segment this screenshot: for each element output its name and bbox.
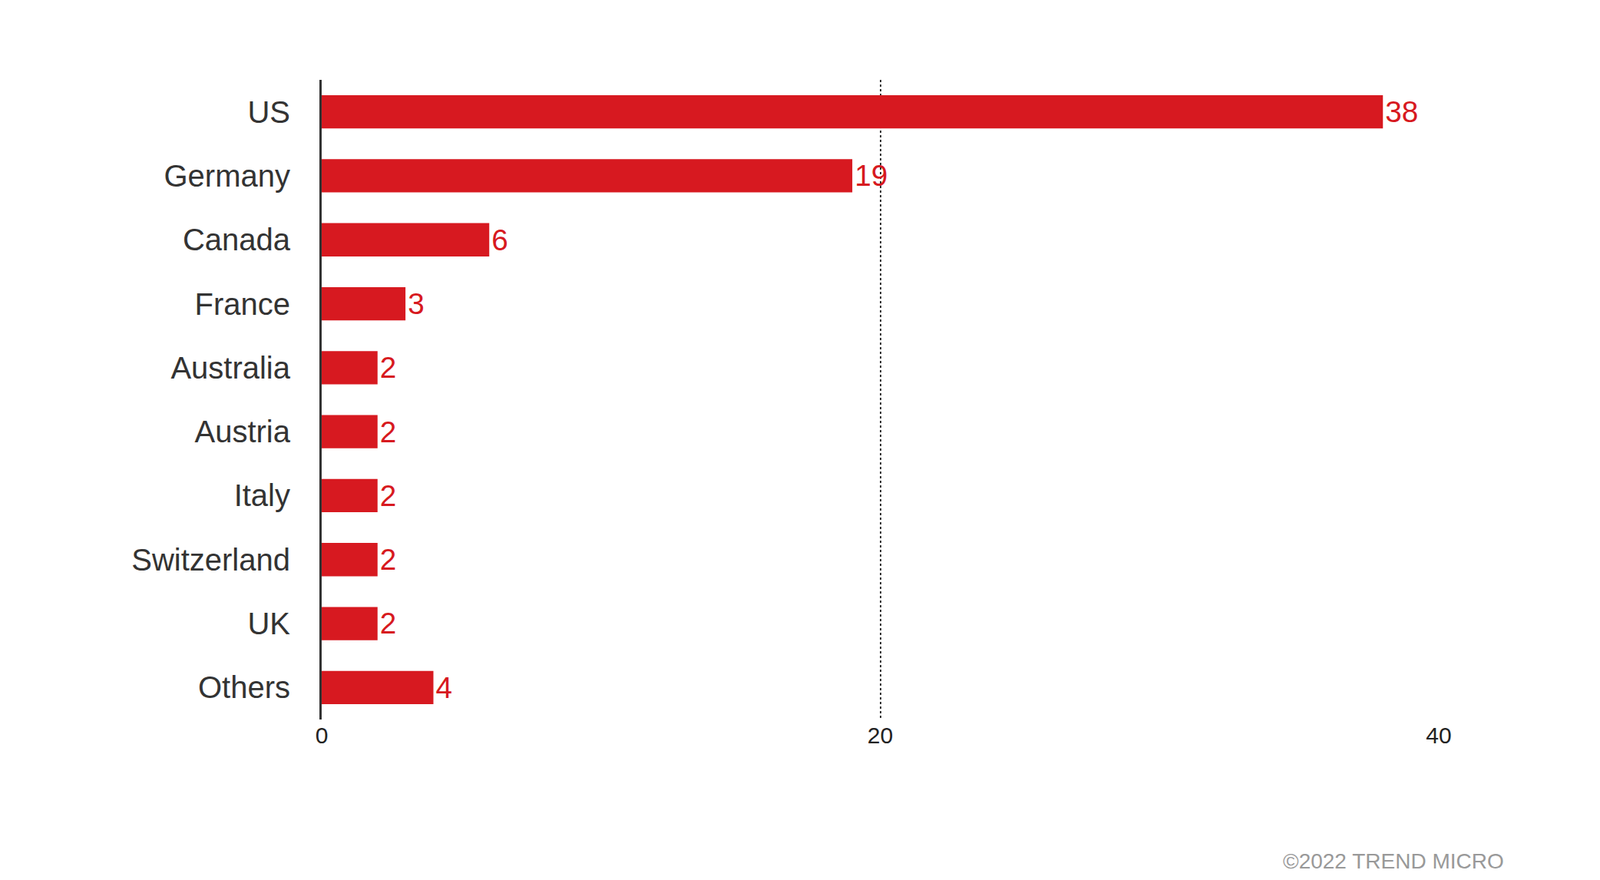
svg-text:©2022 TREND MICRO: ©2022 TREND MICRO (1282, 849, 1505, 873)
svg-text:Others: Others (198, 670, 291, 705)
svg-text:Switzerland: Switzerland (131, 542, 291, 577)
svg-text:UK: UK (247, 606, 291, 641)
svg-text:Canada: Canada (182, 222, 291, 257)
svg-text:2: 2 (380, 606, 397, 640)
svg-text:3: 3 (407, 287, 425, 321)
svg-text:France: France (195, 287, 291, 321)
svg-text:2: 2 (380, 415, 397, 449)
svg-text:Australia: Australia (170, 350, 291, 385)
svg-text:Italy: Italy (234, 478, 291, 513)
svg-text:19: 19 (854, 158, 888, 192)
svg-text:Austria: Austria (195, 414, 291, 449)
svg-text:2: 2 (380, 542, 397, 576)
svg-text:0: 0 (315, 722, 329, 748)
svg-text:20: 20 (867, 722, 893, 748)
svg-text:38: 38 (1385, 95, 1419, 129)
svg-text:2: 2 (380, 479, 397, 513)
svg-text:US: US (247, 95, 291, 129)
svg-text:Germany: Germany (164, 158, 291, 193)
svg-text:40: 40 (1425, 722, 1452, 748)
svg-text:6: 6 (491, 223, 509, 257)
svg-text:2: 2 (380, 350, 397, 384)
svg-text:4: 4 (435, 671, 453, 705)
